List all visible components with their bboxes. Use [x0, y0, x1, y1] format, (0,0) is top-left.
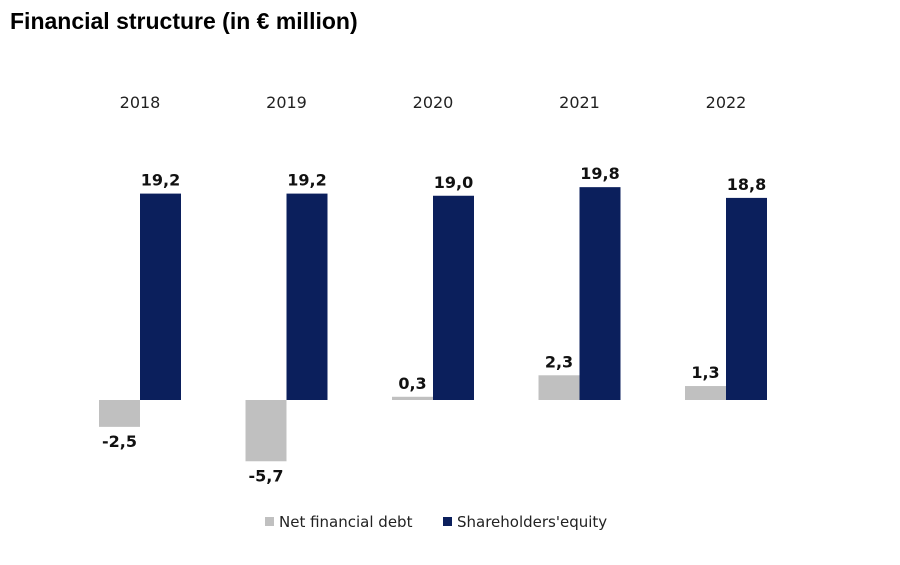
value-label-net-financial-debt: 0,3: [398, 374, 426, 393]
bar-net-financial-debt: [99, 400, 140, 427]
bar-shareholders-equity: [140, 193, 181, 400]
category-label: 2018: [120, 93, 161, 112]
category-labels: 2018 2019 2020 2021 2022: [120, 93, 747, 112]
value-label-shareholders-equity: 19,2: [141, 171, 180, 190]
category-label: 2020: [413, 93, 454, 112]
value-label-shareholders-equity: 19,2: [287, 171, 326, 190]
bar-net-financial-debt: [538, 375, 580, 400]
value-label-shareholders-equity: 19,8: [580, 164, 619, 183]
bar-shareholders-equity: [433, 195, 474, 400]
value-label-net-financial-debt: -5,7: [249, 466, 284, 485]
value-label-net-financial-debt: 1,3: [691, 363, 719, 382]
value-label-net-financial-debt: -2,5: [102, 432, 137, 451]
value-label-shareholders-equity: 19,0: [434, 173, 473, 192]
bar-net-financial-debt: [392, 396, 433, 400]
chart-title: Financial structure (in € million): [10, 8, 358, 34]
legend-label-net-financial-debt: Net financial debt: [279, 513, 413, 531]
bar-net-financial-debt: [245, 400, 287, 462]
value-label-net-financial-debt: 2,3: [545, 352, 573, 371]
legend-label-shareholders-equity: Shareholders'equity: [457, 513, 607, 531]
bar-shareholders-equity: [726, 197, 767, 400]
legend-swatch-net-financial-debt: [265, 517, 274, 526]
category-label: 2019: [266, 93, 307, 112]
bar-net-financial-debt: [685, 386, 726, 400]
bar-shareholders-equity: [579, 187, 621, 400]
bars: [99, 187, 767, 462]
legend: Net financial debt Shareholders'equity: [265, 513, 607, 531]
bar-shareholders-equity: [286, 193, 328, 400]
category-label: 2021: [559, 93, 600, 112]
category-label: 2022: [706, 93, 747, 112]
value-labels: -2,5 19,2 -5,7 19,2 0,3 19,0 2,3 19,8 1,3 18,8: [102, 164, 766, 485]
legend-swatch-shareholders-equity: [443, 517, 452, 526]
value-label-shareholders-equity: 18,8: [727, 175, 766, 194]
